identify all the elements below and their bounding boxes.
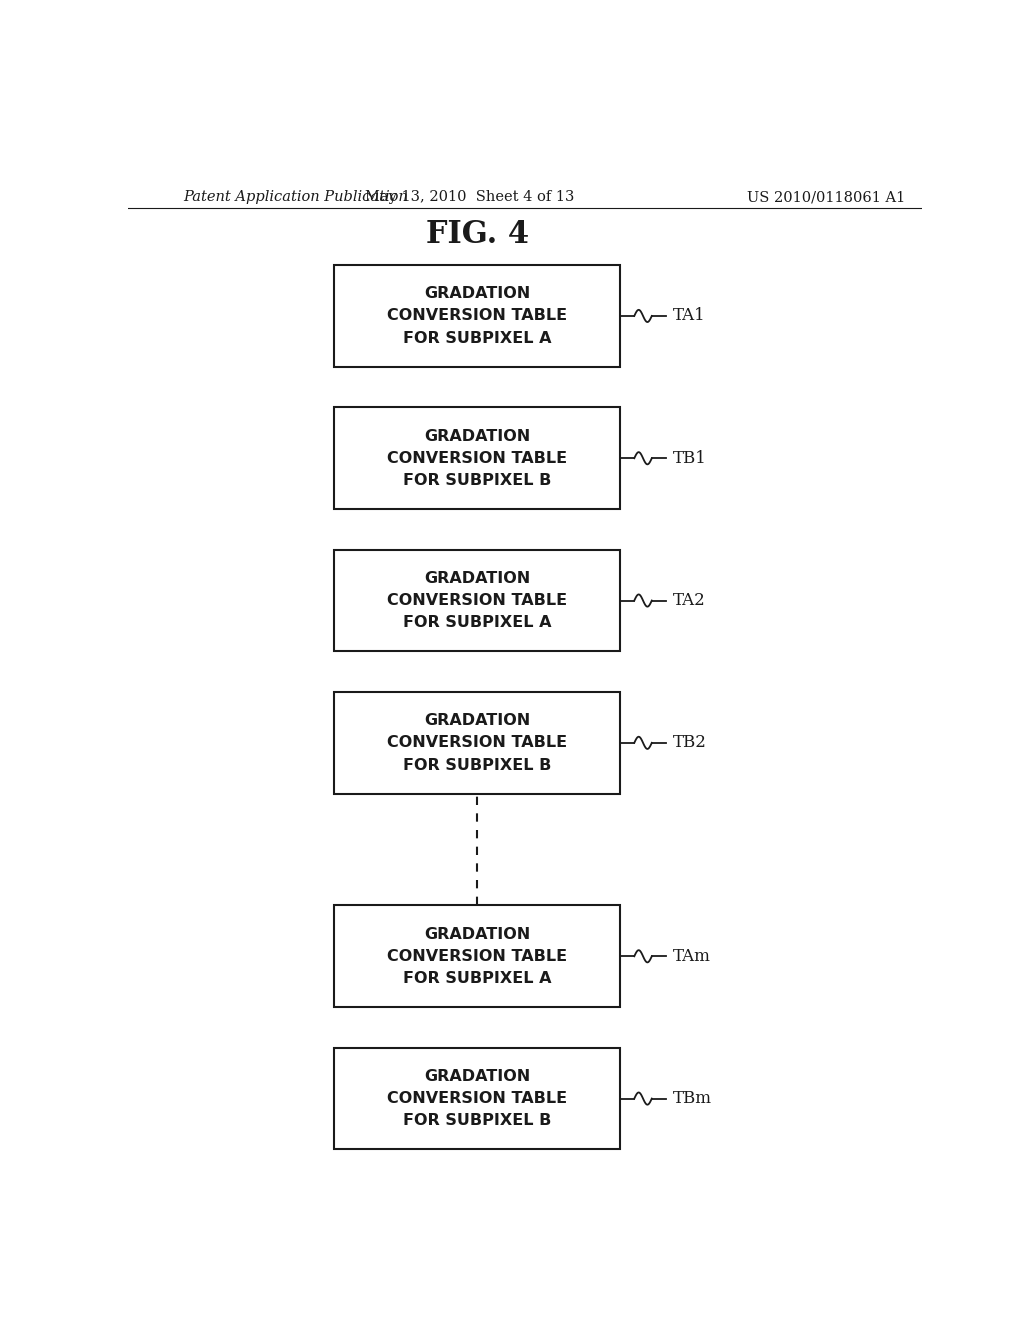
FancyBboxPatch shape	[334, 549, 620, 651]
Text: TA2: TA2	[673, 593, 706, 609]
Text: US 2010/0118061 A1: US 2010/0118061 A1	[748, 190, 905, 205]
FancyBboxPatch shape	[334, 906, 620, 1007]
Text: TBm: TBm	[673, 1090, 712, 1107]
Text: GRADATION
CONVERSION TABLE
FOR SUBPIXEL B: GRADATION CONVERSION TABLE FOR SUBPIXEL …	[387, 429, 567, 488]
Text: FIG. 4: FIG. 4	[426, 219, 528, 249]
FancyBboxPatch shape	[334, 408, 620, 510]
Text: May 13, 2010  Sheet 4 of 13: May 13, 2010 Sheet 4 of 13	[365, 190, 573, 205]
Text: GRADATION
CONVERSION TABLE
FOR SUBPIXEL B: GRADATION CONVERSION TABLE FOR SUBPIXEL …	[387, 1069, 567, 1129]
Text: TA1: TA1	[673, 308, 706, 325]
Text: TB1: TB1	[673, 450, 707, 467]
FancyBboxPatch shape	[334, 1048, 620, 1150]
Text: GRADATION
CONVERSION TABLE
FOR SUBPIXEL A: GRADATION CONVERSION TABLE FOR SUBPIXEL …	[387, 927, 567, 986]
Text: Patent Application Publication: Patent Application Publication	[183, 190, 409, 205]
Text: GRADATION
CONVERSION TABLE
FOR SUBPIXEL A: GRADATION CONVERSION TABLE FOR SUBPIXEL …	[387, 286, 567, 346]
FancyBboxPatch shape	[334, 265, 620, 367]
FancyBboxPatch shape	[334, 692, 620, 793]
Text: GRADATION
CONVERSION TABLE
FOR SUBPIXEL A: GRADATION CONVERSION TABLE FOR SUBPIXEL …	[387, 570, 567, 630]
Text: TAm: TAm	[673, 948, 711, 965]
Text: TB2: TB2	[673, 734, 707, 751]
Text: GRADATION
CONVERSION TABLE
FOR SUBPIXEL B: GRADATION CONVERSION TABLE FOR SUBPIXEL …	[387, 713, 567, 772]
